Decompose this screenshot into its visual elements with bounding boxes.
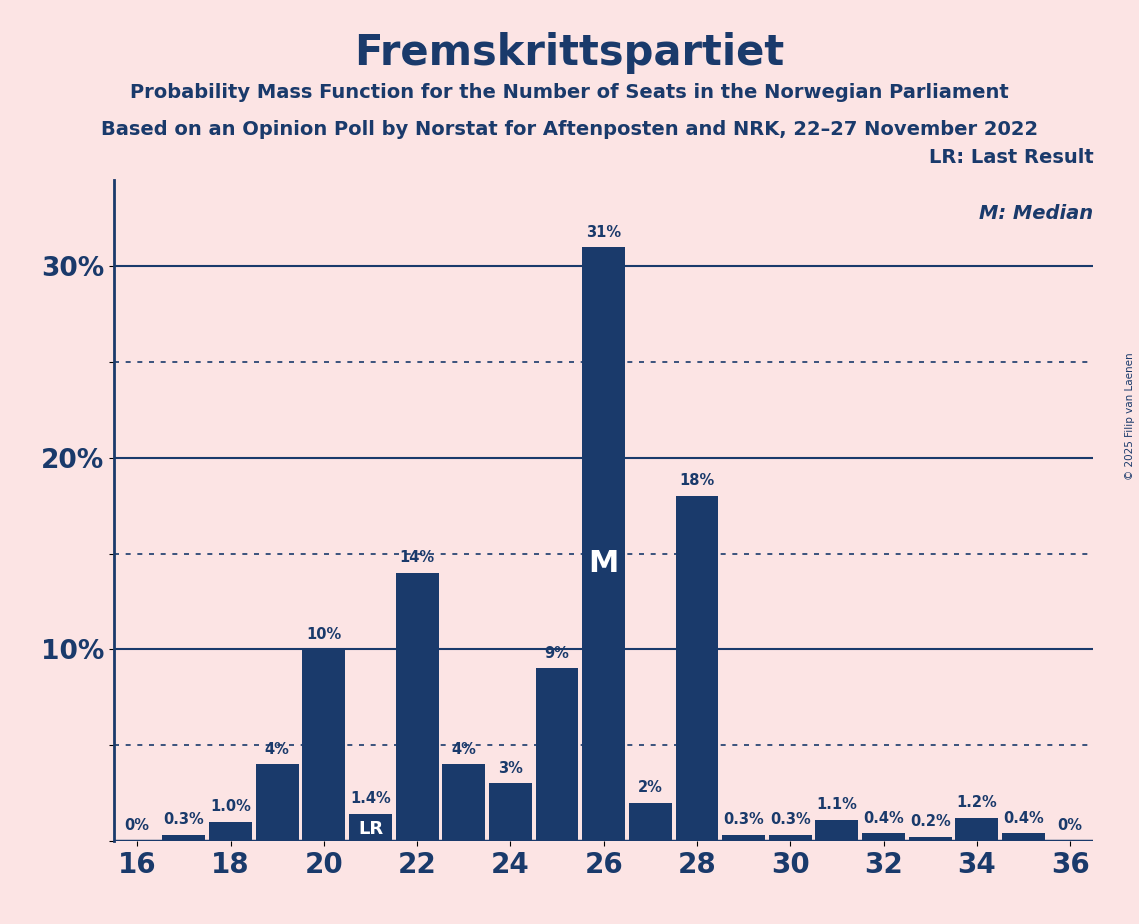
Text: 4%: 4% (451, 742, 476, 757)
Bar (862, 833, 906, 841)
Text: 0.2%: 0.2% (910, 814, 951, 830)
Text: 14%: 14% (400, 550, 435, 565)
Bar (302, 650, 345, 841)
Text: 0%: 0% (1058, 818, 1082, 833)
Bar (349, 814, 392, 841)
Text: 1.1%: 1.1% (817, 797, 858, 812)
Bar (395, 573, 439, 841)
Bar (956, 818, 998, 841)
Bar (816, 820, 859, 841)
Text: 1.4%: 1.4% (350, 791, 391, 807)
Text: Based on an Opinion Poll by Norstat for Aftenposten and NRK, 22–27 November 2022: Based on an Opinion Poll by Norstat for … (101, 120, 1038, 140)
Text: M: M (589, 549, 618, 578)
Bar (535, 668, 579, 841)
Text: M: Median: M: Median (980, 204, 1093, 223)
Bar (210, 821, 252, 841)
Text: LR: Last Result: LR: Last Result (928, 148, 1093, 167)
Text: 4%: 4% (264, 742, 289, 757)
Text: LR: LR (358, 820, 383, 838)
Text: 18%: 18% (679, 473, 714, 489)
Bar (722, 835, 765, 841)
Bar (489, 784, 532, 841)
Text: Probability Mass Function for the Number of Seats in the Norwegian Parliament: Probability Mass Function for the Number… (130, 83, 1009, 103)
Text: 0.4%: 0.4% (863, 810, 904, 825)
Text: Fremskrittspartiet: Fremskrittspartiet (354, 32, 785, 74)
Text: 0.3%: 0.3% (770, 812, 811, 827)
Bar (675, 496, 719, 841)
Bar (255, 764, 298, 841)
Bar (582, 248, 625, 841)
Bar (1002, 833, 1044, 841)
Bar (163, 835, 205, 841)
Bar (909, 837, 952, 841)
Bar (442, 764, 485, 841)
Text: 0.3%: 0.3% (723, 812, 764, 827)
Text: © 2025 Filip van Laenen: © 2025 Filip van Laenen (1125, 352, 1134, 480)
Text: 2%: 2% (638, 780, 663, 795)
Text: 1.0%: 1.0% (210, 799, 251, 814)
Text: 0.3%: 0.3% (164, 812, 204, 827)
Bar (769, 835, 812, 841)
Text: 1.2%: 1.2% (957, 796, 998, 810)
Bar (629, 803, 672, 841)
Text: 9%: 9% (544, 646, 570, 661)
Text: 0%: 0% (125, 818, 149, 833)
Text: 31%: 31% (587, 225, 621, 239)
Text: 3%: 3% (498, 760, 523, 776)
Text: 10%: 10% (306, 626, 342, 641)
Text: 0.4%: 0.4% (1003, 810, 1043, 825)
